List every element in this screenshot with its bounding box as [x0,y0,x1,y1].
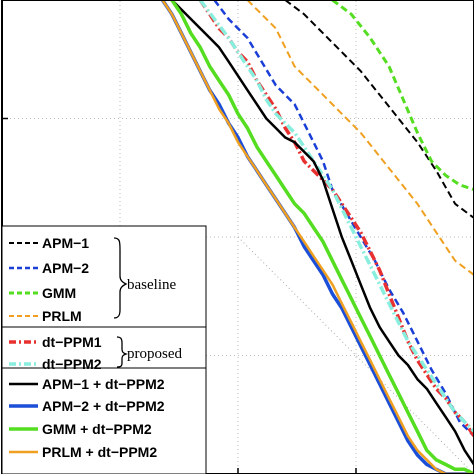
baseline-brace [113,237,128,319]
series-line [331,0,474,192]
series-line [246,0,474,276]
series-line [170,0,474,474]
legend-label: APM−2 [42,260,89,276]
legend-items: APM−1 APM−2 GMM PRLM dt−PPM1 dt−PPM2 APM−1 + d… [9,235,165,460]
legend-label: APM−1 [42,235,89,251]
legend-label: APM−2 + dt−PPM2 [42,398,165,414]
legend-label: dt−PPM2 [42,356,102,372]
series-line [171,0,474,466]
legend-label: GMM [42,285,76,301]
legend: APM−1 APM−2 GMM PRLM dt−PPM1 dt−PPM2 APM−1 + d… [1,225,207,474]
legend-label: PRLM + dt−PPM2 [42,444,157,460]
legend-label: APM−1 + dt−PPM2 [42,376,165,392]
series-line [198,0,474,433]
legend-group-proposed: proposed [127,346,182,362]
legend-group-baseline: baseline [127,277,176,293]
series-line [213,0,474,437]
proposed-brace [116,336,129,368]
series-lines [161,0,474,474]
legend-label: PRLM [42,308,82,324]
legend-label: GMM + dt−PPM2 [42,421,152,437]
legend-label: dt−PPM1 [42,334,102,350]
series-line [161,0,474,474]
series-line [284,0,474,219]
